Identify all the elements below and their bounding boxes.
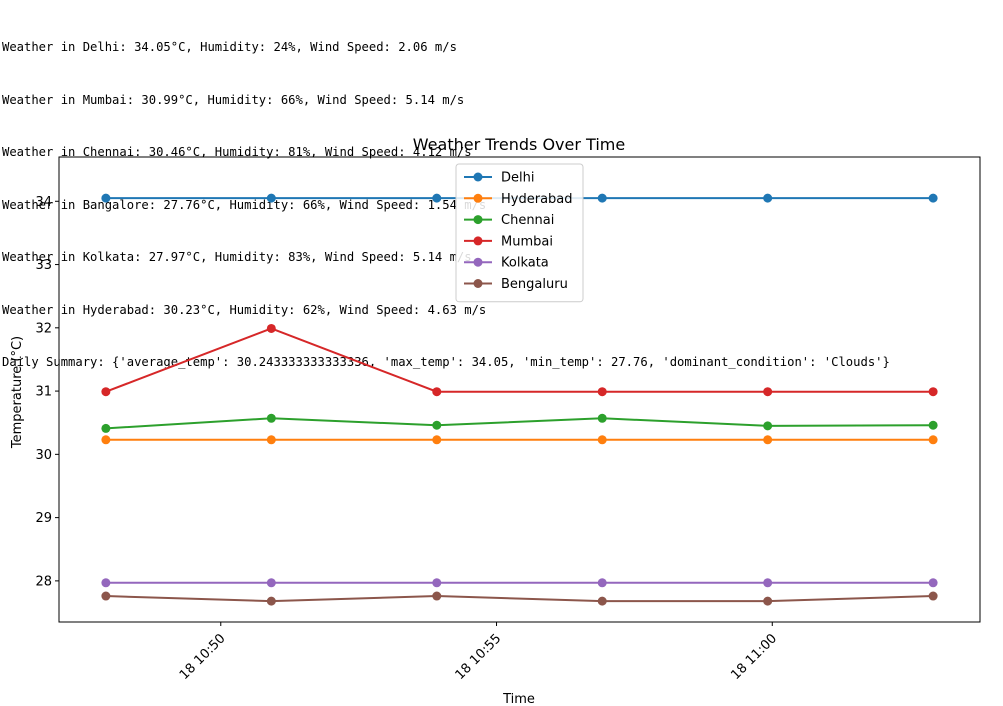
data-point-delhi (101, 193, 111, 203)
x-axis-ticks: 18 10:50 18 10:55 18 11:00 (177, 622, 780, 683)
console-line: Weather in Hyderabad: 30.23°C, Humidity:… (2, 302, 487, 317)
data-point-chennai (432, 420, 442, 430)
y-tick-label: 31 (35, 385, 52, 400)
y-tick-label: 29 (35, 511, 52, 526)
data-point-bengaluru (763, 596, 773, 606)
console-line: Daily Summary: {'average_temp': 30.24333… (2, 355, 890, 369)
data-point-mumbai (266, 323, 276, 333)
data-point-delhi (432, 193, 442, 203)
data-point-mumbai (101, 387, 111, 397)
legend-label: Delhi (501, 171, 534, 186)
data-point-hyderabad (763, 435, 773, 445)
data-point-hyderabad (432, 435, 442, 445)
series-lines (101, 193, 938, 606)
console-line: Weather in Bangalore: 27.76°C, Humidity:… (2, 197, 487, 212)
data-point-delhi (763, 193, 773, 203)
legend-marker (473, 279, 483, 288)
data-point-hyderabad (597, 435, 607, 445)
data-point-bengaluru (101, 591, 111, 601)
x-tick-label: 18 11:00 (728, 631, 780, 683)
data-point-delhi (928, 193, 938, 203)
legend-label: Chennai (501, 213, 554, 228)
data-point-chennai (266, 413, 276, 423)
console-output: Weather in Delhi: 34.05°C, Humidity: 24%… (2, 4, 890, 389)
legend-label: Hyderabad (501, 192, 573, 207)
y-tick-label: 28 (35, 574, 52, 589)
data-point-kolkata (597, 578, 607, 588)
legend-label: Bengaluru (501, 277, 568, 292)
data-point-mumbai (432, 387, 442, 397)
data-point-bengaluru (597, 596, 607, 606)
data-point-bengaluru (432, 591, 442, 601)
y-axis-label: Temperature (°C) (10, 336, 25, 449)
console-line: Weather in Kolkata: 27.97°C, Humidity: 8… (2, 250, 472, 264)
series-line-mumbai (105, 327, 934, 393)
data-point-hyderabad (266, 435, 276, 445)
data-point-kolkata (763, 578, 773, 588)
legend-marker (473, 215, 483, 225)
series-line-bengaluru (105, 595, 934, 603)
data-point-bengaluru (266, 596, 276, 606)
legend-marker (473, 172, 483, 182)
x-tick-label: 18 10:50 (177, 631, 229, 683)
x-tick-label: 18 10:55 (453, 631, 505, 683)
data-point-hyderabad (928, 435, 938, 445)
console-line: Weather in Mumbai: 30.99°C, Humidity: 66… (2, 92, 465, 107)
y-tick-label: 33 (35, 258, 52, 273)
series-line-chennai (105, 417, 934, 430)
legend-marker (473, 257, 483, 267)
x-axis-label: Time (502, 692, 535, 706)
plot-frame (58, 156, 981, 623)
y-tick-label: 34 (35, 195, 52, 210)
console-line: Weather in Chennai: 30.46°C, Humidity: 8… (2, 145, 472, 159)
data-point-delhi (597, 193, 607, 203)
data-point-hyderabad (101, 435, 111, 445)
y-tick-label: 30 (35, 448, 52, 463)
data-point-kolkata (101, 578, 111, 588)
legend: Delhi Hyderabad Chennai Mumbai Kolkata Bengal… (455, 163, 584, 303)
legend-label: Mumbai (501, 234, 553, 249)
legend-label: Kolkata (501, 256, 549, 271)
legend-marker (473, 193, 483, 203)
data-point-mumbai (763, 387, 773, 397)
data-point-kolkata (432, 578, 442, 588)
data-point-delhi (266, 193, 276, 203)
legend-marker (473, 236, 483, 246)
data-point-mumbai (928, 387, 938, 397)
console-line: Weather in Delhi: 34.05°C, Humidity: 24%… (2, 40, 457, 54)
y-tick-label: 32 (35, 321, 52, 336)
data-point-chennai (763, 421, 773, 431)
data-point-chennai (101, 423, 111, 433)
data-point-kolkata (266, 578, 276, 588)
data-point-chennai (928, 420, 938, 430)
data-point-kolkata (928, 578, 938, 588)
data-point-chennai (597, 413, 607, 423)
chart-title: Weather Trends Over Time (413, 135, 625, 154)
weather-trends-chart: Weather Trends Over Time 28293031323334 … (10, 135, 981, 706)
data-point-mumbai (597, 387, 607, 397)
data-point-bengaluru (928, 591, 938, 601)
y-axis-ticks: 28 29 30 31 32 33 34 (35, 195, 59, 589)
